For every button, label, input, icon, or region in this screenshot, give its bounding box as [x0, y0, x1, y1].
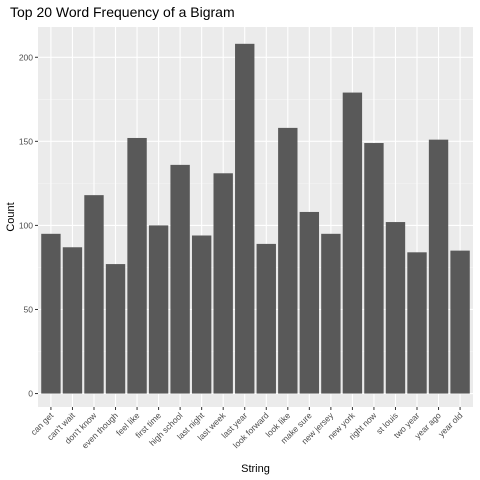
bar-make-sure [299, 211, 320, 394]
bars [41, 43, 470, 394]
y-axis: 0 50 100 150 200 [19, 52, 38, 399]
bar-last-night [191, 235, 212, 394]
x-axis-title: String [241, 463, 270, 475]
bar-st-louis [385, 222, 406, 394]
bar-high-school [170, 164, 190, 394]
bar-first-time [148, 225, 169, 394]
bar-year-old [450, 250, 470, 394]
bar-look-forward [256, 243, 276, 394]
bar-last-week [213, 173, 233, 394]
chart-title: Top 20 Word Frequency of a Bigram [10, 4, 235, 20]
bar-look-like [278, 127, 298, 394]
x-tick-label: year old [436, 410, 465, 439]
bar-two-year [407, 252, 427, 394]
bar-new-jersey [321, 233, 341, 394]
bar-right-now [364, 143, 384, 394]
bar-can-t-wait [62, 247, 83, 394]
bar-can-get [41, 233, 61, 394]
y-tick-label: 100 [19, 220, 33, 230]
y-axis-title: Count [5, 202, 17, 231]
bar-even-though [105, 264, 126, 394]
y-tick-label: 150 [19, 136, 33, 146]
bar-year-ago [428, 139, 449, 394]
y-tick-label: 0 [28, 389, 33, 399]
bar-last-year [235, 43, 255, 394]
bar-new-york [342, 92, 363, 394]
bar-don-t-know [84, 195, 104, 394]
y-tick-label: 200 [19, 52, 33, 62]
y-tick-label: 50 [24, 304, 34, 314]
bar-feel-like [127, 137, 147, 394]
